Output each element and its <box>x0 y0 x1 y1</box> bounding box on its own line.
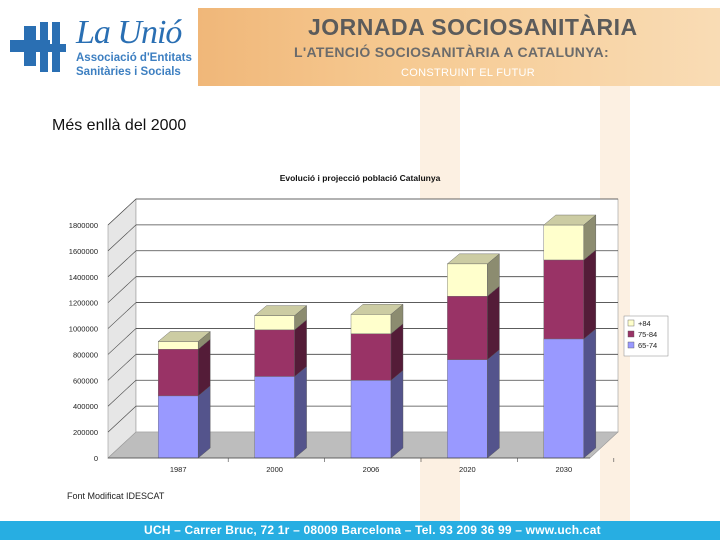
gridline-side <box>107 198 137 226</box>
gridline-side <box>107 405 137 433</box>
gridline-side <box>107 328 137 355</box>
gridline-side <box>107 250 137 277</box>
y-tick-label: 1000000 <box>69 325 98 334</box>
bar-2020-75-84 <box>447 295 488 360</box>
bar-2020-+84 <box>447 263 488 297</box>
bar-side-1987-65-74 <box>197 385 211 459</box>
gridline-side <box>107 354 137 381</box>
bar-top-2006 <box>350 304 404 315</box>
logo-line-2: Sanitàries i Socials <box>76 66 181 78</box>
bar-1987-65-74 <box>157 395 199 459</box>
bar-top-2000 <box>254 305 308 316</box>
bar-2020-65-74 <box>447 359 488 459</box>
bar-2030-+84 <box>543 224 584 261</box>
footer-bar: UCH – Carrer Bruc, 72 1r – 08009 Barcelo… <box>0 521 720 540</box>
bar-1987-+84 <box>157 341 199 350</box>
header-subtitle-2: CONSTRUINT EL FUTUR <box>401 67 536 79</box>
y-tick-label: 1400000 <box>69 273 98 282</box>
bar-top-2020 <box>446 253 500 265</box>
x-tick-label: 2000 <box>266 465 283 474</box>
logo-line-1: Associació d'Entitats <box>76 52 192 64</box>
gridline-side <box>107 276 137 303</box>
legend-label-75-84: 75-84 <box>638 330 657 339</box>
y-tick-label: 800000 <box>73 350 98 359</box>
y-tick-label: 0 <box>94 454 98 463</box>
header-title: JORNADA SOCIOSANITÀRIA <box>308 14 638 40</box>
legend-swatch-75-84 <box>627 330 635 338</box>
bar-side-2020-65-74 <box>487 349 500 459</box>
bar-2006-+84 <box>350 314 392 334</box>
legend-label-65-74: 65-74 <box>638 341 657 350</box>
y-tick-label: 200000 <box>73 428 98 437</box>
bar-top-2030 <box>543 214 597 226</box>
chart-title: Evolució i projecció població Catalunya <box>280 173 441 183</box>
y-tick-label: 400000 <box>73 402 98 411</box>
bar-side-2020-75-84 <box>487 285 500 361</box>
legend-swatch-65-74 <box>627 341 635 349</box>
legend-label-+84: +84 <box>638 319 651 328</box>
logo-name: La Unió <box>76 14 182 51</box>
gridline-side <box>107 380 137 407</box>
bar-2006-75-84 <box>350 333 392 381</box>
bar-side-2030-75-84 <box>583 249 596 340</box>
bar-2030-65-74 <box>543 338 584 459</box>
header-subtitle: L'ATENCIÓ SOCIOSANITÀRIA A CATALUNYA: <box>294 44 609 60</box>
y-tick-label: 1800000 <box>69 221 98 230</box>
footer-text: UCH – Carrer Bruc, 72 1r – 08009 Barcelo… <box>144 523 601 537</box>
x-tick-label: 2020 <box>459 465 476 474</box>
gridline-side <box>107 224 137 252</box>
y-tick-label: 600000 <box>73 376 98 385</box>
bar-top-1987 <box>157 331 211 342</box>
bar-side-2030-65-74 <box>583 328 596 459</box>
bar-2030-75-84 <box>543 259 584 340</box>
uch-logo-icon <box>10 22 66 72</box>
x-tick-label: 2030 <box>555 465 572 474</box>
bar-side-2006-65-74 <box>390 369 404 459</box>
gridline-side <box>107 302 137 329</box>
logo: La Unió Associació d'Entitats Sanitàries… <box>0 0 198 86</box>
header-banner: JORNADA SOCIOSANITÀRIA L'ATENCIÓ SOCIOSA… <box>198 8 720 86</box>
bar-2000-65-74 <box>254 376 295 459</box>
bar-1987-75-84 <box>157 349 199 397</box>
source-note: Font Modificat IDESCAT <box>67 491 165 501</box>
legend-swatch-+84 <box>627 319 635 327</box>
bar-2000-75-84 <box>254 329 295 377</box>
y-tick-label: 1200000 <box>69 299 98 308</box>
x-tick-label: 2006 <box>363 465 380 474</box>
bar-2006-65-74 <box>350 380 392 459</box>
x-tick-label: 1987 <box>170 465 187 474</box>
bar-side-2000-65-74 <box>294 366 307 459</box>
slide-title: Més enllà del 2000 <box>52 117 187 134</box>
bar-2000-+84 <box>254 315 295 331</box>
y-tick-label: 1600000 <box>69 247 98 256</box>
